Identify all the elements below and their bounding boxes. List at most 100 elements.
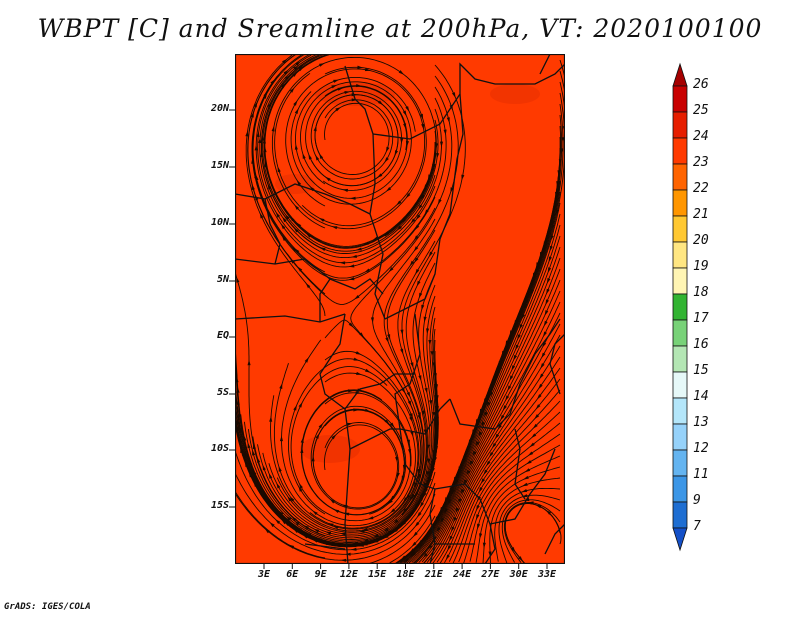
- streamline-arrow: [480, 478, 486, 484]
- streamline-arrow: [253, 481, 258, 487]
- streamline-arrow: [268, 473, 273, 479]
- streamline-arrow: [431, 467, 435, 474]
- streamline-arrow: [235, 376, 239, 383]
- streamline-arrow: [281, 82, 286, 89]
- streamline-arrow: [256, 131, 260, 138]
- streamline-arrow: [252, 443, 256, 450]
- streamline-arrow: [284, 74, 290, 81]
- streamline-arrow: [421, 304, 425, 311]
- streamline-arrow: [364, 68, 371, 72]
- streamline: [403, 526, 436, 564]
- streamline: [501, 499, 561, 563]
- streamline-arrow: [322, 542, 328, 546]
- streamline-arrow: [435, 417, 439, 423]
- streamline-arrow: [426, 444, 430, 451]
- streamline-arrow: [305, 233, 312, 238]
- streamline-arrow: [418, 498, 423, 504]
- streamline-arrow: [410, 218, 416, 224]
- streamline-arrow: [534, 414, 540, 420]
- streamline-arrow: [245, 461, 249, 468]
- streamline: [498, 494, 561, 564]
- streamline-arrow: [263, 91, 268, 97]
- streamline-arrow: [278, 466, 282, 472]
- streamline-arrow: [240, 447, 244, 454]
- streamline-arrow: [287, 496, 292, 502]
- streamline-arrow: [446, 117, 450, 123]
- streamline-arrow: [432, 521, 438, 528]
- colorbar-segment: [672, 397, 688, 425]
- streamline-arrow: [440, 517, 445, 524]
- streamline-arrow: [458, 469, 462, 476]
- streamline-arrow: [396, 200, 402, 206]
- streamline: [243, 284, 436, 543]
- streamline-arrow: [294, 248, 300, 254]
- streamline-arrow: [383, 534, 389, 539]
- streamline-arrow: [519, 309, 523, 316]
- streamline-arrow: [540, 363, 545, 369]
- streamline-arrow: [237, 425, 241, 431]
- streamline-arrow: [435, 446, 439, 452]
- lat-label: 5N: [216, 274, 229, 285]
- streamline-arrow: [402, 110, 407, 117]
- streamline-arrow: [275, 519, 281, 525]
- streamline-arrow: [435, 434, 439, 441]
- streamline: [268, 229, 436, 535]
- streamline: [426, 334, 561, 563]
- streamline-arrow: [277, 166, 281, 173]
- lon-label: 33E: [537, 569, 557, 580]
- streamline-arrow: [411, 493, 416, 500]
- streamline-arrow: [337, 87, 344, 91]
- streamline: [423, 323, 561, 564]
- streamline-arrow: [546, 288, 550, 295]
- streamline-arrow: [423, 316, 427, 323]
- streamline: [421, 312, 561, 563]
- streamline-arrow: [302, 534, 309, 539]
- streamline-arrow: [410, 362, 414, 369]
- streamline-arrow: [400, 329, 404, 336]
- streamline-arrow: [536, 394, 542, 400]
- streamline-arrow: [410, 552, 416, 558]
- streamline-arrow: [426, 471, 430, 477]
- streamline-arrow: [526, 460, 532, 465]
- lon-label: 18E: [396, 569, 415, 580]
- streamline-arrow: [409, 260, 415, 267]
- streamline-arrow: [507, 385, 512, 392]
- colorbar-segment: [672, 241, 688, 269]
- streamline-arrow: [405, 106, 410, 112]
- streamline-arrow: [412, 507, 417, 513]
- streamline-arrow: [293, 404, 297, 411]
- streamline-arrow: [270, 79, 275, 85]
- streamline-arrow: [259, 212, 264, 219]
- streamline-arrow: [447, 545, 452, 551]
- streamline-arrow: [526, 293, 531, 300]
- streamline-arrow: [444, 508, 449, 514]
- streamline-arrow: [428, 471, 432, 478]
- streamline: [369, 504, 436, 564]
- colorbar-segment: [672, 111, 688, 139]
- streamline-arrow: [373, 533, 379, 538]
- streamline-arrow: [451, 488, 455, 495]
- streamline-arrow: [339, 532, 346, 536]
- streamline-arrow: [300, 437, 304, 443]
- colorbar-label: 24: [693, 129, 709, 144]
- streamline-arrow: [453, 517, 457, 523]
- streamline-arrow: [415, 268, 420, 275]
- streamline-arrow: [350, 547, 357, 551]
- streamline-arrow: [476, 505, 480, 511]
- streamline-arrow: [524, 468, 531, 473]
- streamline-arrow: [454, 479, 459, 485]
- streamline: [257, 54, 442, 264]
- streamline-arrow: [535, 404, 541, 410]
- streamline-arrow: [359, 332, 365, 338]
- colorbar-segment: [672, 475, 688, 503]
- streamline: [259, 54, 436, 259]
- streamline-arrow: [236, 276, 240, 283]
- streamline-arrow: [402, 464, 406, 471]
- streamline-arrow: [282, 216, 287, 223]
- streamline-arrow: [427, 544, 433, 550]
- streamline-arrow: [298, 402, 303, 408]
- streamline-arrow: [407, 400, 412, 407]
- map-panel: [235, 54, 565, 564]
- streamline-arrow: [395, 456, 399, 463]
- streamline-arrow: [356, 371, 362, 375]
